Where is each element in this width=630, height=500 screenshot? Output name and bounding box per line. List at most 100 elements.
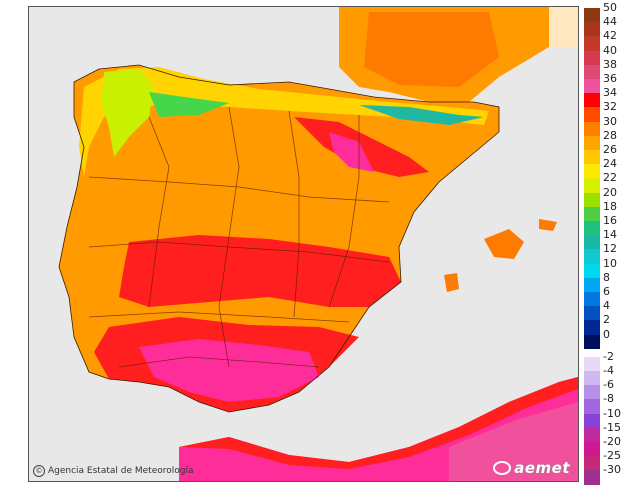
legend-row: 4: [582, 300, 628, 321]
legend-swatch: [584, 64, 600, 79]
legend-row: 0: [582, 328, 628, 349]
legend-swatch: [584, 292, 600, 307]
legend-label: 50: [603, 1, 617, 14]
legend-row: 32: [582, 101, 628, 122]
legend-label: 28: [603, 128, 617, 142]
legend-label: 0: [603, 327, 610, 341]
legend-swatch: [584, 320, 600, 335]
legend-swatch: [584, 79, 600, 94]
legend-swatch: [584, 470, 600, 485]
menorca: [539, 219, 557, 231]
legend-row: 38: [582, 58, 628, 79]
legend-swatch: [584, 135, 600, 150]
ibiza: [444, 273, 459, 292]
legend-swatch: [584, 150, 600, 165]
france-edge: [549, 7, 578, 47]
ebro-hotter: [329, 132, 374, 172]
legend-label: 34: [603, 86, 617, 100]
color-legend: 50 44 42 40 38 36 34 32 30 28 26 24 22 20 18 16 14 12 10 8 6…: [582, 2, 628, 485]
legend-row: -15: [582, 421, 628, 442]
legend-label: -30: [603, 463, 621, 477]
africa-interior: [449, 402, 578, 481]
legend-label: 18: [603, 199, 617, 213]
legend-swatch: [584, 8, 600, 23]
legend-label: -20: [603, 435, 621, 448]
legend-swatch: [584, 334, 600, 349]
legend-swatch: [584, 356, 600, 371]
legend-label: 24: [603, 157, 617, 171]
legend-label: 6: [603, 285, 610, 298]
galicia-green: [101, 69, 154, 157]
brand-logo: aemet: [493, 459, 570, 477]
legend-label: -6: [603, 378, 614, 392]
legend-swatch: [584, 50, 600, 65]
legend-row: 26: [582, 144, 628, 165]
legend-row: 42: [582, 30, 628, 51]
legend-label: -4: [603, 364, 614, 377]
legend-row: 50: [582, 2, 628, 23]
legend-row: 30: [582, 115, 628, 136]
legend-row: -6: [582, 379, 628, 400]
legend-swatch: [584, 221, 600, 236]
temperature-map: © Agencia Estatal de Meteorología aemet: [28, 6, 579, 482]
legend-label: 32: [603, 100, 617, 114]
legend-label: 36: [603, 72, 617, 85]
legend-label: 42: [603, 29, 617, 43]
legend-label: 8: [603, 270, 610, 284]
legend-label: -2: [603, 349, 614, 363]
legend-row: 12: [582, 243, 628, 264]
legend-swatch: [584, 456, 600, 471]
legend-label: -10: [603, 406, 621, 420]
legend-swatch: [584, 427, 600, 442]
legend-label: -25: [603, 449, 621, 463]
legend-swatch: [584, 263, 600, 278]
legend-label: 16: [603, 214, 617, 227]
legend-swatch: [584, 22, 600, 37]
credit-line: © Agencia Estatal de Meteorología: [33, 465, 194, 477]
aemet-swirl-icon: [493, 461, 512, 475]
legend-label: 2: [603, 313, 610, 327]
legend-row: 24: [582, 158, 628, 179]
legend-row: -30: [582, 464, 628, 485]
legend-label: 26: [603, 143, 617, 156]
legend-label: 4: [603, 299, 610, 313]
legend-label: 30: [603, 114, 617, 128]
france-interior: [364, 12, 499, 87]
credit-text: Agencia Estatal de Meteorología: [48, 466, 194, 476]
legend-swatch: [584, 178, 600, 193]
legend-swatch: [584, 249, 600, 264]
province-borders: [88, 106, 390, 368]
pyrenees-teal: [359, 105, 484, 125]
legend-row: 10: [582, 257, 628, 278]
legend-row: 36: [582, 73, 628, 94]
andalusia-hotter: [139, 339, 319, 402]
legend-row: 2: [582, 314, 628, 335]
legend-swatch: [584, 93, 600, 108]
legend-row: 22: [582, 172, 628, 193]
legend-row: 18: [582, 200, 628, 221]
legend-swatch: [584, 399, 600, 414]
legend-swatch: [584, 107, 600, 122]
legend-label: -8: [603, 392, 614, 406]
legend-swatch: [584, 36, 600, 51]
legend-swatch: [584, 371, 600, 386]
legend-swatch: [584, 413, 600, 428]
legend-label: -15: [603, 420, 621, 434]
legend-row: 16: [582, 215, 628, 236]
legend-row: 34: [582, 87, 628, 108]
legend-row: -2: [582, 350, 628, 371]
copyright-icon: ©: [33, 465, 45, 477]
legend-row: 44: [582, 16, 628, 37]
brand-text: aemet: [514, 459, 570, 477]
center-hot: [119, 235, 401, 307]
legend-row: -8: [582, 393, 628, 414]
legend-swatch: [584, 206, 600, 221]
map-canvas: [29, 7, 578, 481]
coastline: [58, 64, 500, 413]
legend-label: 44: [603, 15, 617, 29]
legend-row: -20: [582, 436, 628, 457]
legend-label: 10: [603, 256, 617, 270]
legend-row: -25: [582, 450, 628, 471]
legend-swatch: [584, 442, 600, 457]
legend-row: -4: [582, 365, 628, 386]
